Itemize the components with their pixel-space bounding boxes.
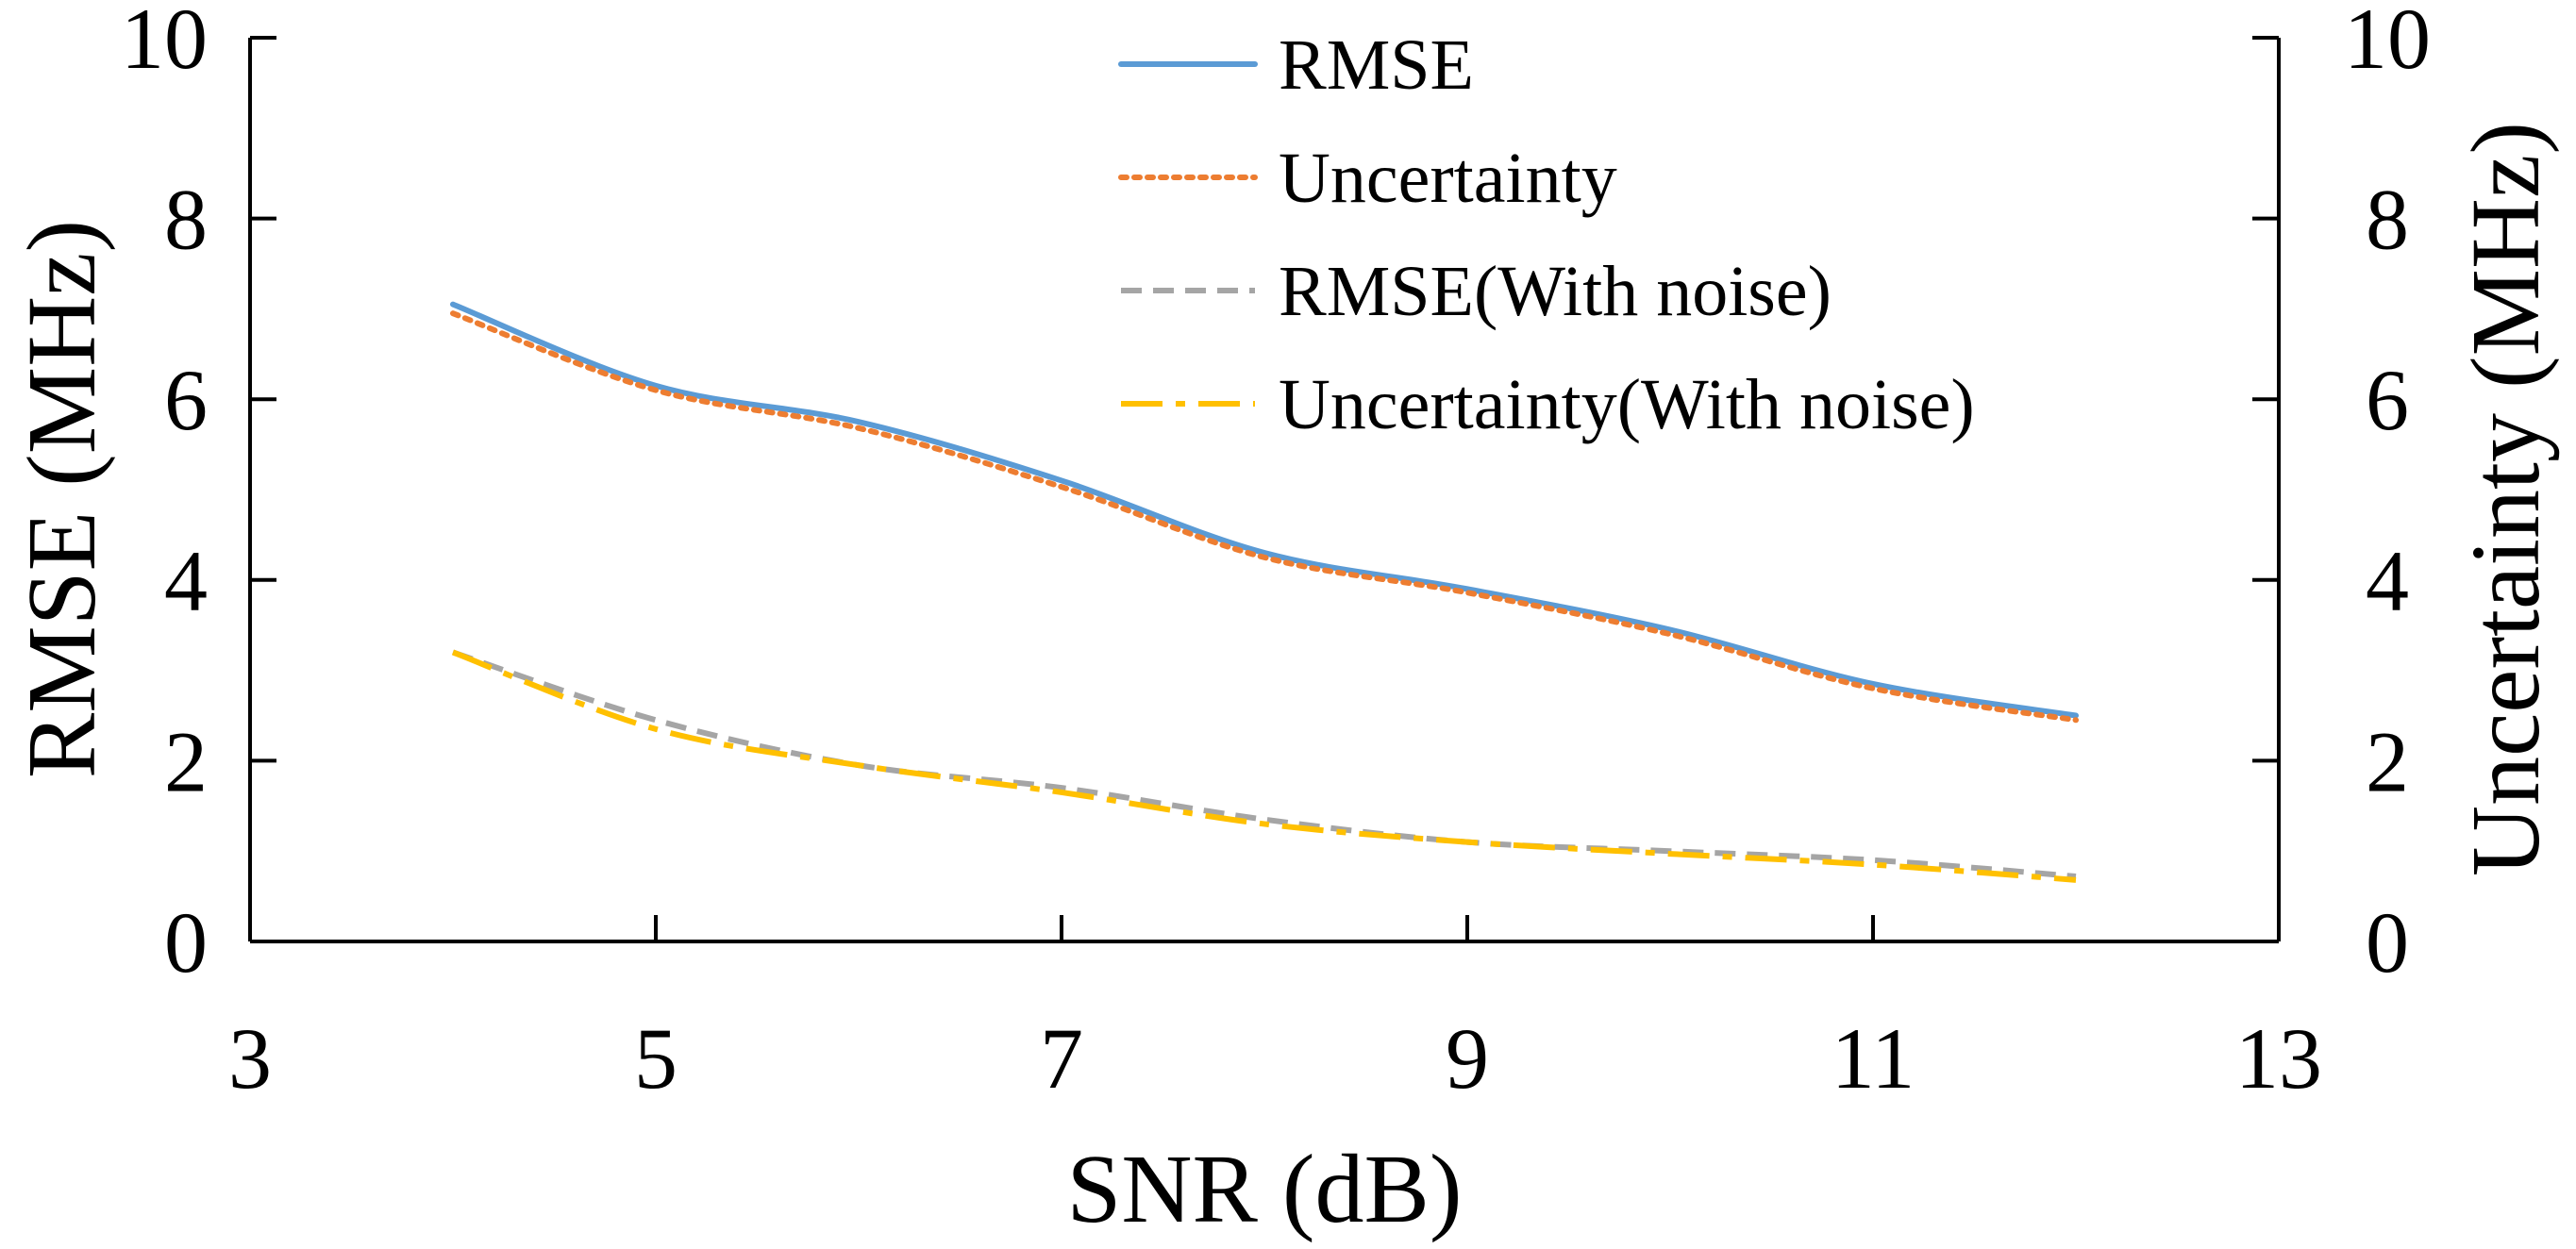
- series-layer: [450, 301, 2079, 883]
- legend-label-uncertainty-with-noise: Uncertainty(With noise): [1279, 365, 1975, 444]
- y2-tick-label: 4: [2366, 533, 2409, 629]
- x-tick-label: 7: [1040, 1010, 1083, 1107]
- axes: 3 5 7 9 11 13 0 2 4 6 8 10 0 2 4 6 8 10: [121, 0, 2431, 1107]
- legend-label-rmse-with-noise: RMSE(With noise): [1279, 252, 1832, 331]
- series-line-rmse: [450, 301, 2079, 719]
- x-tick-label: 3: [228, 1010, 272, 1107]
- y-tick-label: 6: [164, 352, 208, 448]
- y2-axis-title: Uncertainty (MHz): [2451, 122, 2560, 876]
- y2-tick-label: 2: [2366, 713, 2409, 809]
- y2-tick-label: 10: [2344, 0, 2431, 87]
- y-tick-label: 8: [164, 172, 208, 268]
- y-tick-label: 10: [121, 0, 208, 87]
- legend: RMSE Uncertainty RMSE(With noise) Uncertain…: [1118, 25, 1975, 444]
- x-tick-label: 9: [1446, 1010, 1489, 1107]
- y-axis-title: RMSE (MHz): [8, 220, 116, 778]
- legend-label-uncertainty: Uncertainty: [1279, 139, 1617, 218]
- series-line-uncertainty: [450, 310, 2079, 724]
- y2-tick-label: 0: [2366, 894, 2409, 991]
- legend-label-rmse: RMSE: [1279, 25, 1474, 105]
- y-tick-label: 0: [164, 894, 208, 991]
- y-tick-label: 4: [164, 533, 208, 629]
- series-line-rmse-with-noise: [452, 649, 2077, 880]
- x-axis-title: SNR (dB): [1067, 1135, 1463, 1243]
- y2-tick-label: 6: [2366, 352, 2409, 448]
- x-tick-label: 11: [1832, 1010, 1915, 1107]
- y2-tick-label: 8: [2366, 172, 2409, 268]
- series-line-uncertainty-with-noise: [451, 649, 2077, 883]
- x-tick-label: 13: [2235, 1010, 2322, 1107]
- y-tick-label: 2: [164, 713, 208, 809]
- x-tick-label: 5: [634, 1010, 677, 1107]
